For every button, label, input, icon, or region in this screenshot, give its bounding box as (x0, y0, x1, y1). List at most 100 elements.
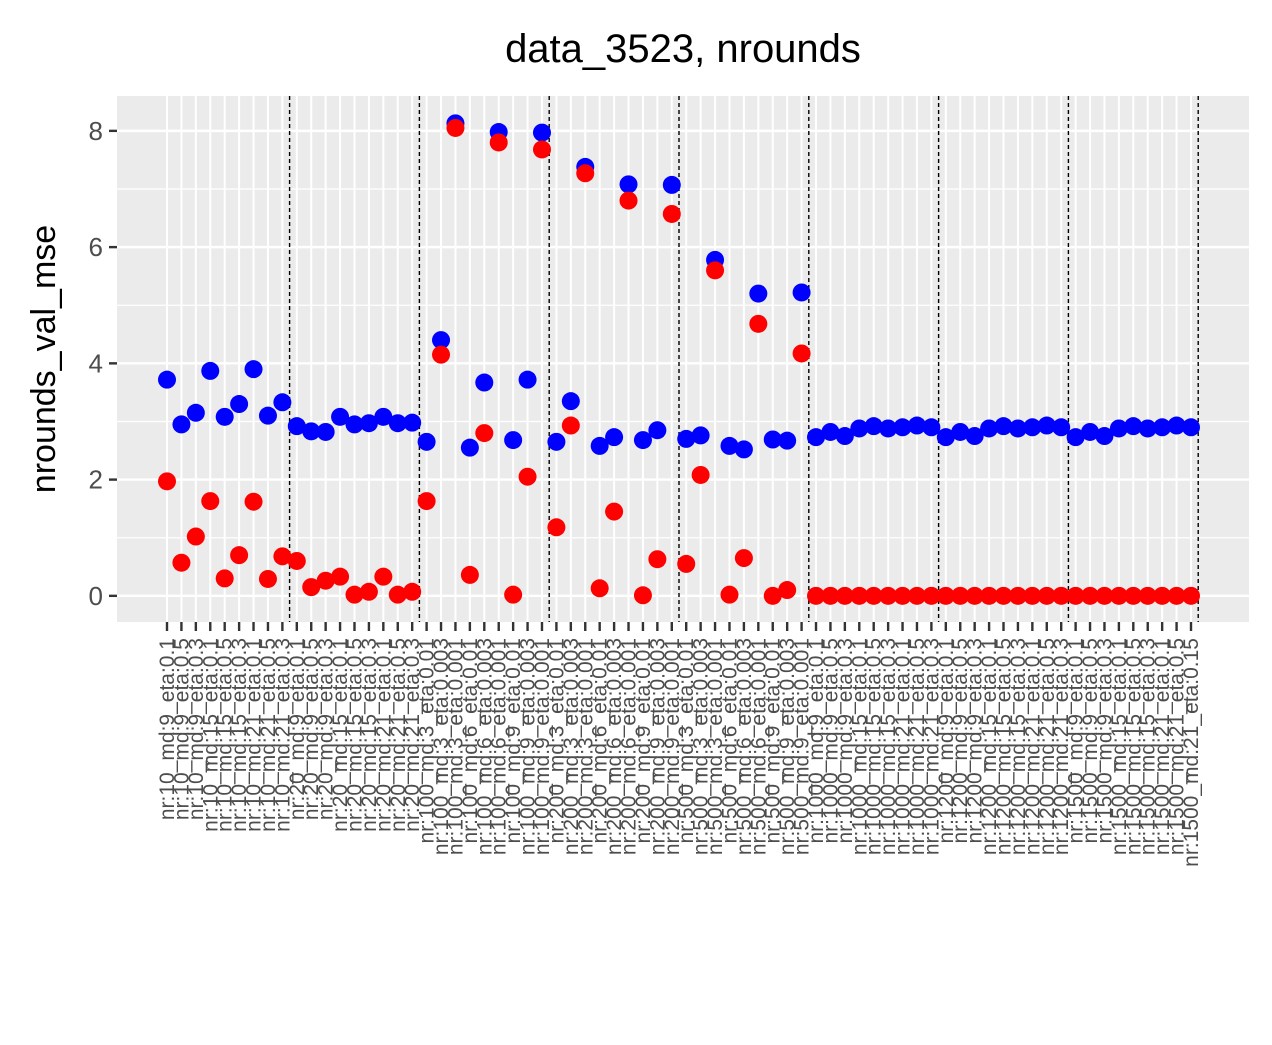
y-tick-label: 0 (89, 581, 103, 611)
data-point (980, 586, 999, 605)
data-point (460, 565, 479, 584)
x-tick-label: nr:1000_md:15_eta:0.3 (877, 638, 900, 855)
data-point (374, 407, 393, 426)
data-point (316, 422, 335, 441)
data-point (432, 345, 451, 364)
data-point (965, 586, 984, 605)
data-point (720, 436, 739, 455)
data-point (1153, 586, 1172, 605)
x-axis: nr:10_md:9_eta:0.1nr:10_md:9_eta:0.5nr:1… (156, 622, 1203, 867)
data-point (417, 432, 436, 451)
data-point (273, 393, 292, 412)
x-tick-label: nr:1500_md:9_eta:0.3 (1093, 638, 1116, 844)
data-point (951, 586, 970, 605)
data-point (763, 430, 782, 449)
x-tick-label: nr:10_md:9_eta:0.1 (156, 638, 179, 820)
data-point (662, 204, 681, 223)
x-tick-label: nr:20_md:21_eta:0.5 (387, 638, 410, 832)
data-point (403, 413, 422, 432)
data-point (1081, 422, 1100, 441)
data-point (734, 440, 753, 459)
data-point (446, 118, 465, 137)
data-point (980, 419, 999, 438)
data-point (374, 567, 393, 586)
x-tick-label: nr:500_md:3_eta:0.001 (704, 638, 727, 855)
data-point (994, 417, 1013, 436)
x-tick-label: nr:1200_md:9_eta:0.5 (949, 638, 972, 844)
data-point (821, 422, 840, 441)
data-point (345, 415, 364, 434)
y-tick-label: 8 (89, 116, 103, 146)
data-point (489, 133, 508, 152)
data-point (619, 175, 638, 194)
x-tick-label: nr:1500_md:15_eta:0.3 (1137, 638, 1160, 855)
x-tick-label: nr:1200_md:21_eta:0.1 (1021, 638, 1044, 855)
plot-panel (117, 96, 1249, 622)
data-point (287, 551, 306, 570)
data-point (936, 428, 955, 447)
data-point (230, 546, 249, 565)
data-point (605, 428, 624, 447)
x-tick-label: nr:20_md:9_eta:0.1 (286, 638, 309, 820)
data-point (792, 283, 811, 302)
data-point (576, 164, 595, 183)
data-point (230, 395, 249, 414)
data-point (893, 418, 912, 437)
x-tick-label: nr:1200_md:15_eta:0.5 (993, 638, 1016, 855)
x-tick-label: nr:100_md:9_eta:0.003 (517, 638, 540, 855)
x-tick-label: nr:20_md:9_eta:0.5 (300, 638, 323, 820)
x-tick-label: nr:1000_md:15_eta:0.5 (863, 638, 886, 855)
data-point (215, 569, 234, 588)
data-point (1182, 418, 1200, 437)
data-point (172, 415, 191, 434)
data-point (331, 407, 350, 426)
x-tick-label: nr:100_md:9_eta:0.01 (502, 638, 525, 844)
x-tick-label: nr:200_md:3_eta:0.001 (574, 638, 597, 855)
x-tick-label: nr:1200_md:21_eta:0.3 (1050, 638, 1073, 855)
data-point (388, 414, 407, 433)
data-point (302, 578, 321, 597)
x-tick-label: nr:10_md:21_eta:0.3 (271, 638, 294, 832)
data-point (1037, 586, 1056, 605)
data-point (504, 585, 523, 604)
x-tick-label: nr:200_md:6_eta:0.001 (618, 638, 641, 855)
x-tick-label: nr:10_md:15_eta:0.1 (199, 638, 222, 832)
data-point (1037, 416, 1056, 435)
data-point (835, 427, 854, 446)
x-tick-label: nr:1200_md:15_eta:0.1 (978, 638, 1001, 855)
data-point (158, 472, 176, 491)
data-point (518, 370, 537, 389)
data-point (215, 407, 234, 426)
data-point (590, 579, 609, 598)
data-point (1052, 586, 1071, 605)
x-tick-label: nr:1200_md:15_eta:0.3 (1007, 638, 1030, 855)
x-tick-label: nr:20_md:15_eta:0.3 (358, 638, 381, 832)
data-point (302, 422, 321, 441)
data-point (561, 392, 580, 411)
data-point (1138, 586, 1157, 605)
x-tick-label: nr:1500_md:9_eta:0.5 (1079, 638, 1102, 844)
data-point (1153, 418, 1172, 437)
data-point (922, 586, 941, 605)
data-point (879, 419, 898, 438)
data-point (1023, 586, 1042, 605)
data-point (460, 438, 479, 457)
data-point (907, 416, 926, 435)
data-point (1066, 586, 1085, 605)
y-tick-label: 4 (89, 348, 103, 378)
data-point (633, 586, 652, 605)
data-point (331, 567, 350, 586)
data-point (821, 586, 840, 605)
data-point (648, 421, 667, 440)
x-tick-label: nr:100_md:6_eta:0.003 (473, 638, 496, 855)
data-point (258, 406, 277, 425)
data-point (359, 414, 378, 433)
data-point (345, 585, 364, 604)
data-point (677, 429, 696, 448)
data-point (1052, 418, 1071, 437)
data-point (186, 403, 205, 422)
x-tick-label: nr:100_md:9_eta:0.001 (531, 638, 554, 855)
data-point (706, 261, 725, 280)
data-point (778, 431, 797, 450)
x-tick-label: nr:1500_md:21_eta:0.15 (1180, 638, 1203, 867)
